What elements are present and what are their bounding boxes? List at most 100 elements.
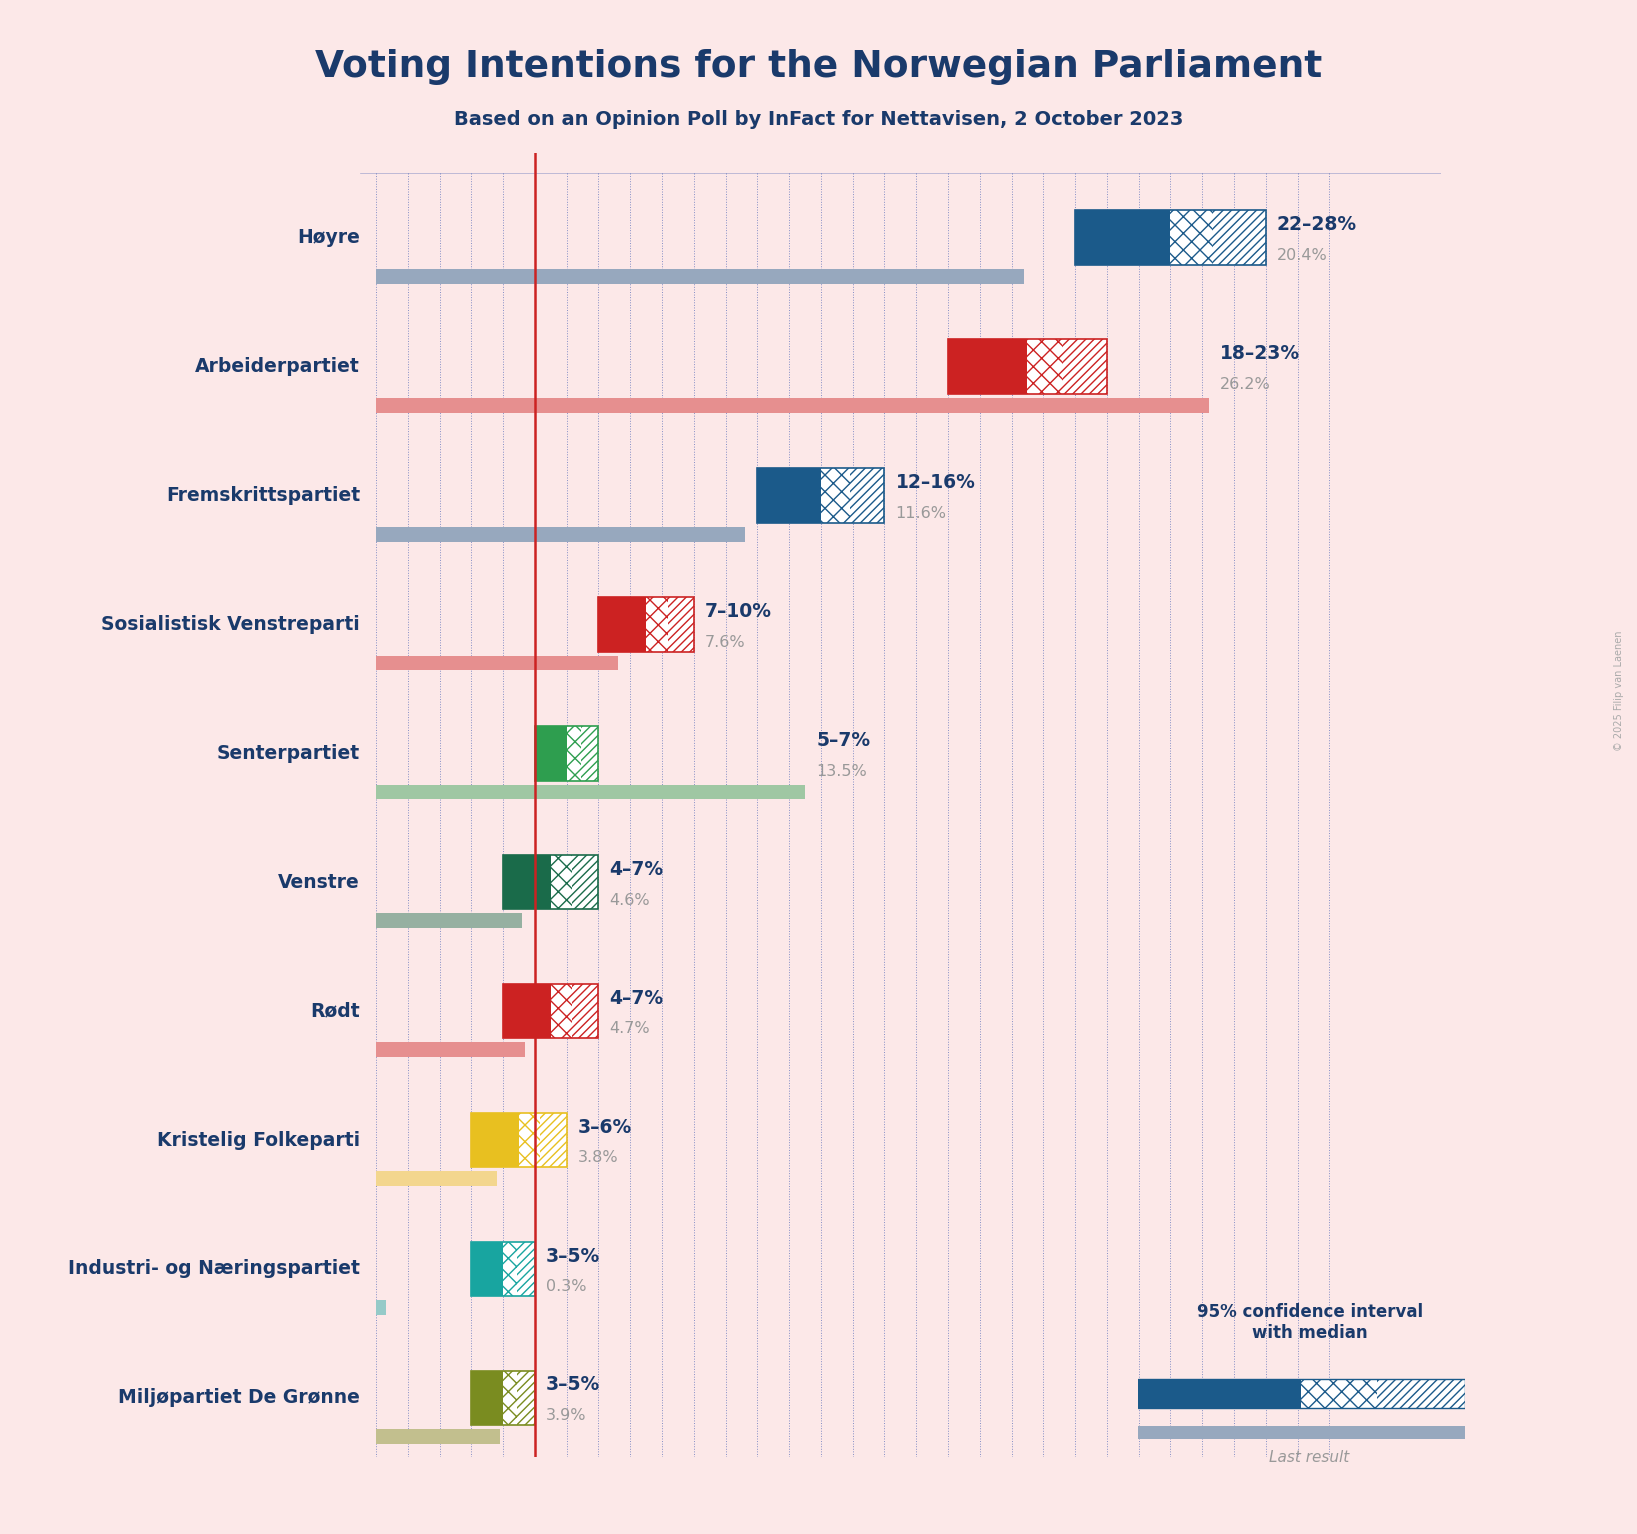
Text: Rødt: Rødt xyxy=(311,1002,360,1020)
Bar xyxy=(377,1042,525,1057)
Bar xyxy=(540,1112,566,1167)
Bar xyxy=(948,339,1028,394)
Bar xyxy=(377,784,805,799)
Bar xyxy=(377,397,1208,413)
Bar xyxy=(566,726,581,781)
Bar xyxy=(820,468,850,523)
Bar xyxy=(1028,339,1062,394)
Bar xyxy=(550,983,573,1039)
Bar xyxy=(471,1241,503,1296)
Bar xyxy=(1138,1425,1465,1439)
Bar xyxy=(647,597,668,652)
Bar xyxy=(377,526,745,542)
Bar xyxy=(503,983,550,1039)
Bar xyxy=(1377,1379,1465,1408)
Bar xyxy=(550,983,573,1039)
Bar xyxy=(820,468,850,523)
Bar xyxy=(1062,339,1107,394)
Bar xyxy=(599,597,647,652)
Text: Sosialistisk Venstreparti: Sosialistisk Venstreparti xyxy=(101,615,360,634)
Bar xyxy=(517,1241,535,1296)
Bar xyxy=(1213,210,1265,265)
Bar xyxy=(503,854,550,910)
Text: Voting Intentions for the Norwegian Parliament: Voting Intentions for the Norwegian Parl… xyxy=(314,49,1323,84)
Bar xyxy=(1170,210,1213,265)
Bar xyxy=(573,983,599,1039)
Text: Venstre: Venstre xyxy=(278,873,360,891)
Text: Fremskrittspartiet: Fremskrittspartiet xyxy=(165,486,360,505)
Bar xyxy=(1301,1379,1377,1408)
Bar xyxy=(850,468,884,523)
Bar xyxy=(1138,1379,1301,1408)
Text: Arbeiderpartiet: Arbeiderpartiet xyxy=(195,357,360,376)
Text: 3.8%: 3.8% xyxy=(578,1150,619,1166)
Bar xyxy=(550,854,573,910)
Bar xyxy=(377,268,1025,284)
Text: 4–7%: 4–7% xyxy=(609,989,663,1008)
Bar xyxy=(581,726,599,781)
Text: 18–23%: 18–23% xyxy=(1220,344,1300,364)
Text: 3–6%: 3–6% xyxy=(578,1118,632,1137)
Bar xyxy=(668,597,694,652)
Bar xyxy=(503,1370,517,1425)
Bar xyxy=(471,1112,519,1167)
Bar xyxy=(377,913,522,928)
Text: 0.3%: 0.3% xyxy=(547,1279,586,1295)
Bar xyxy=(519,1112,540,1167)
Text: Industri- og Næringspartiet: Industri- og Næringspartiet xyxy=(69,1259,360,1278)
Bar xyxy=(517,1241,535,1296)
Text: 13.5%: 13.5% xyxy=(817,764,868,779)
Text: Miljøpartiet De Grønne: Miljøpartiet De Grønne xyxy=(118,1388,360,1407)
Bar xyxy=(377,1430,499,1443)
Bar xyxy=(573,854,599,910)
Text: 7.6%: 7.6% xyxy=(706,635,745,650)
Text: 3–5%: 3–5% xyxy=(547,1247,601,1266)
Text: 26.2%: 26.2% xyxy=(1220,377,1270,391)
Text: 20.4%: 20.4% xyxy=(1277,249,1328,262)
Text: 22–28%: 22–28% xyxy=(1277,215,1357,235)
Text: 7–10%: 7–10% xyxy=(706,601,773,621)
Text: Last result: Last result xyxy=(1269,1450,1351,1465)
Bar xyxy=(1076,210,1170,265)
Bar xyxy=(377,655,617,670)
Bar xyxy=(377,1301,386,1315)
Bar xyxy=(517,1370,535,1425)
Bar xyxy=(540,1112,566,1167)
Text: 95% confidence interval
with median: 95% confidence interval with median xyxy=(1197,1304,1423,1342)
Bar xyxy=(471,1370,503,1425)
Text: 4–7%: 4–7% xyxy=(609,859,663,879)
Bar xyxy=(566,726,581,781)
Bar xyxy=(550,854,573,910)
Bar xyxy=(1213,210,1265,265)
Bar xyxy=(1028,339,1062,394)
Bar xyxy=(1377,1379,1465,1408)
Text: Høyre: Høyre xyxy=(298,229,360,247)
Bar xyxy=(647,597,668,652)
Text: 3–5%: 3–5% xyxy=(547,1376,601,1394)
Bar xyxy=(503,1241,517,1296)
Bar xyxy=(1062,339,1107,394)
Bar xyxy=(519,1112,540,1167)
Bar xyxy=(573,854,599,910)
Bar xyxy=(850,468,884,523)
Bar xyxy=(517,1370,535,1425)
Bar xyxy=(503,1370,517,1425)
Text: 12–16%: 12–16% xyxy=(895,472,976,492)
Text: 3.9%: 3.9% xyxy=(547,1408,586,1424)
Text: Senterpartiet: Senterpartiet xyxy=(218,744,360,762)
Bar xyxy=(1301,1379,1377,1408)
Bar xyxy=(503,1241,517,1296)
Text: 4.7%: 4.7% xyxy=(609,1022,650,1037)
Text: Based on an Opinion Poll by InFact for Nettavisen, 2 October 2023: Based on an Opinion Poll by InFact for N… xyxy=(453,110,1184,129)
Text: 5–7%: 5–7% xyxy=(817,730,871,750)
Bar xyxy=(1170,210,1213,265)
Bar xyxy=(758,468,820,523)
Bar xyxy=(581,726,599,781)
Bar xyxy=(377,1172,496,1186)
Bar xyxy=(573,983,599,1039)
Text: 4.6%: 4.6% xyxy=(609,893,650,908)
Bar xyxy=(535,726,566,781)
Text: Kristelig Folkeparti: Kristelig Folkeparti xyxy=(157,1131,360,1149)
Bar xyxy=(668,597,694,652)
Text: © 2025 Filip van Laenen: © 2025 Filip van Laenen xyxy=(1614,630,1624,750)
